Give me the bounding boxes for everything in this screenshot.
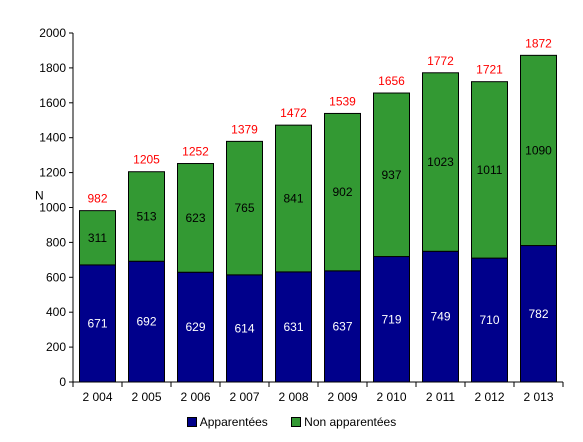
y-tick-label: 1800 bbox=[39, 61, 66, 75]
bar-segment-apparentees bbox=[79, 264, 116, 383]
data-label-apparentees: 710 bbox=[479, 313, 499, 327]
data-label-apparentees: 637 bbox=[332, 319, 352, 333]
x-tick-label: 2 005 bbox=[131, 390, 161, 404]
bar-segment-apparentees bbox=[373, 256, 410, 383]
total-label: 1772 bbox=[427, 54, 454, 68]
total-label: 1539 bbox=[329, 94, 356, 108]
total-label: 982 bbox=[87, 192, 107, 206]
y-tick-label: 1600 bbox=[39, 96, 66, 110]
total-label: 1872 bbox=[525, 36, 552, 50]
data-label-apparentees: 629 bbox=[185, 320, 205, 334]
total-label: 1721 bbox=[476, 63, 503, 77]
y-tick-label: 400 bbox=[46, 305, 66, 319]
legend-swatch-apparentees bbox=[186, 417, 197, 427]
data-label-non-apparentees: 1090 bbox=[525, 143, 552, 157]
bar-segment-non-apparentees bbox=[275, 124, 312, 273]
bar-segment-non-apparentees bbox=[128, 171, 165, 262]
data-label-apparentees: 631 bbox=[283, 320, 303, 334]
data-label-non-apparentees: 513 bbox=[136, 209, 156, 223]
y-tick-label: 1200 bbox=[39, 166, 66, 180]
y-tick-label: 800 bbox=[46, 235, 66, 249]
y-tick-label: 600 bbox=[46, 270, 66, 284]
y-tick-label: 2000 bbox=[39, 26, 66, 40]
data-label-non-apparentees: 1023 bbox=[427, 155, 454, 169]
bar-segment-apparentees bbox=[226, 274, 263, 383]
x-tick-label: 2 006 bbox=[180, 390, 210, 404]
bar-segment-apparentees bbox=[520, 245, 557, 383]
bar-segment-non-apparentees bbox=[324, 112, 361, 272]
x-tick-label: 2 007 bbox=[229, 390, 259, 404]
bars: 671 311 982 692 513 1205 629 623 1252 614 765 1379 6… bbox=[79, 36, 557, 383]
legend-label-non-apparentees: Non apparentées bbox=[304, 415, 397, 429]
bar-segment-non-apparentees bbox=[177, 163, 214, 273]
data-label-apparentees: 719 bbox=[381, 312, 401, 326]
bar-segment-apparentees bbox=[275, 271, 312, 383]
y-tick-label: 0 bbox=[59, 375, 66, 389]
x-tick-label: 2 013 bbox=[523, 390, 553, 404]
bar-segment-apparentees bbox=[471, 257, 508, 383]
bar-segment-non-apparentees bbox=[226, 140, 263, 276]
legend-item-apparentees: Apparentées bbox=[186, 415, 268, 429]
data-label-apparentees: 782 bbox=[528, 307, 548, 321]
data-label-non-apparentees: 937 bbox=[381, 168, 401, 182]
bar-segment-apparentees bbox=[422, 250, 459, 383]
data-label-non-apparentees: 311 bbox=[88, 231, 107, 245]
bar-segment-non-apparentees bbox=[373, 92, 410, 258]
x-tick-label: 2 011 bbox=[426, 390, 455, 404]
data-label-non-apparentees: 1011 bbox=[477, 163, 503, 177]
bar-segment-non-apparentees bbox=[79, 210, 116, 266]
data-label-apparentees: 614 bbox=[234, 321, 254, 335]
x-tick-label: 2 004 bbox=[82, 390, 112, 404]
x-tick-label: 2 012 bbox=[474, 390, 504, 404]
data-label-apparentees: 671 bbox=[87, 316, 107, 330]
y-tick-label: 200 bbox=[46, 340, 66, 354]
bar-segment-non-apparentees bbox=[471, 81, 508, 259]
total-label: 1472 bbox=[280, 106, 307, 120]
data-label-apparentees: 692 bbox=[136, 315, 156, 329]
x-tick-label: 2 010 bbox=[376, 390, 406, 404]
bar-segment-non-apparentees bbox=[520, 54, 557, 247]
x-tick-label: 2 008 bbox=[278, 390, 308, 404]
data-label-non-apparentees: 623 bbox=[185, 211, 205, 225]
x-axis: 2 004 2 005 2 006 2 007 2 008 2 009 2 010 2 011… bbox=[72, 381, 564, 404]
data-label-non-apparentees: 902 bbox=[332, 185, 352, 199]
total-label: 1656 bbox=[378, 74, 405, 88]
total-label: 1205 bbox=[133, 153, 160, 167]
x-tick-label: 2 009 bbox=[327, 390, 357, 404]
data-label-non-apparentees: 841 bbox=[283, 192, 303, 206]
total-label: 1379 bbox=[231, 122, 258, 136]
y-tick-label: 1000 bbox=[39, 201, 66, 215]
chart: 0 200 400 600 800 1000 1200 1400 1600 1800 2000 2 … bbox=[35, 26, 564, 404]
bar-segment-non-apparentees bbox=[422, 72, 459, 252]
legend-item-non-apparentees: Non apparentées bbox=[291, 415, 396, 429]
total-label: 1252 bbox=[182, 145, 209, 159]
y-axis: 0 200 400 600 800 1000 1200 1400 1600 1800 2000 bbox=[39, 26, 74, 389]
y-axis-label: N bbox=[35, 189, 44, 203]
legend: Apparentées Non apparentées bbox=[0, 415, 583, 430]
legend-swatch-non-apparentees bbox=[291, 417, 302, 427]
y-tick-label: 1400 bbox=[39, 131, 66, 145]
data-label-non-apparentees: 765 bbox=[234, 201, 254, 215]
data-label-apparentees: 749 bbox=[430, 310, 450, 324]
legend-label-apparentees: Apparentées bbox=[199, 415, 268, 429]
